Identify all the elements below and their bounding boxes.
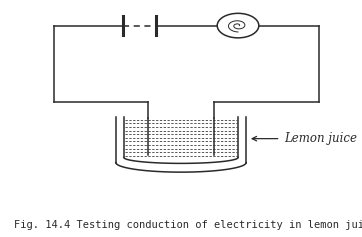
Text: Lemon juice: Lemon juice <box>284 132 357 145</box>
Text: Fig. 14.4 Testing conduction of electricity in lemon juice or vinegar.: Fig. 14.4 Testing conduction of electric… <box>14 220 362 230</box>
